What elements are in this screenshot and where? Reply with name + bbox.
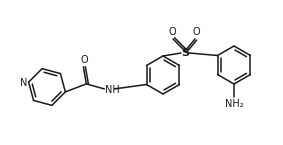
Text: O: O [192, 27, 200, 37]
Text: S: S [181, 48, 189, 58]
Text: NH: NH [105, 85, 120, 95]
Text: N: N [20, 78, 28, 88]
Text: O: O [81, 55, 88, 65]
Text: O: O [168, 27, 176, 37]
Text: NH₂: NH₂ [225, 99, 243, 109]
